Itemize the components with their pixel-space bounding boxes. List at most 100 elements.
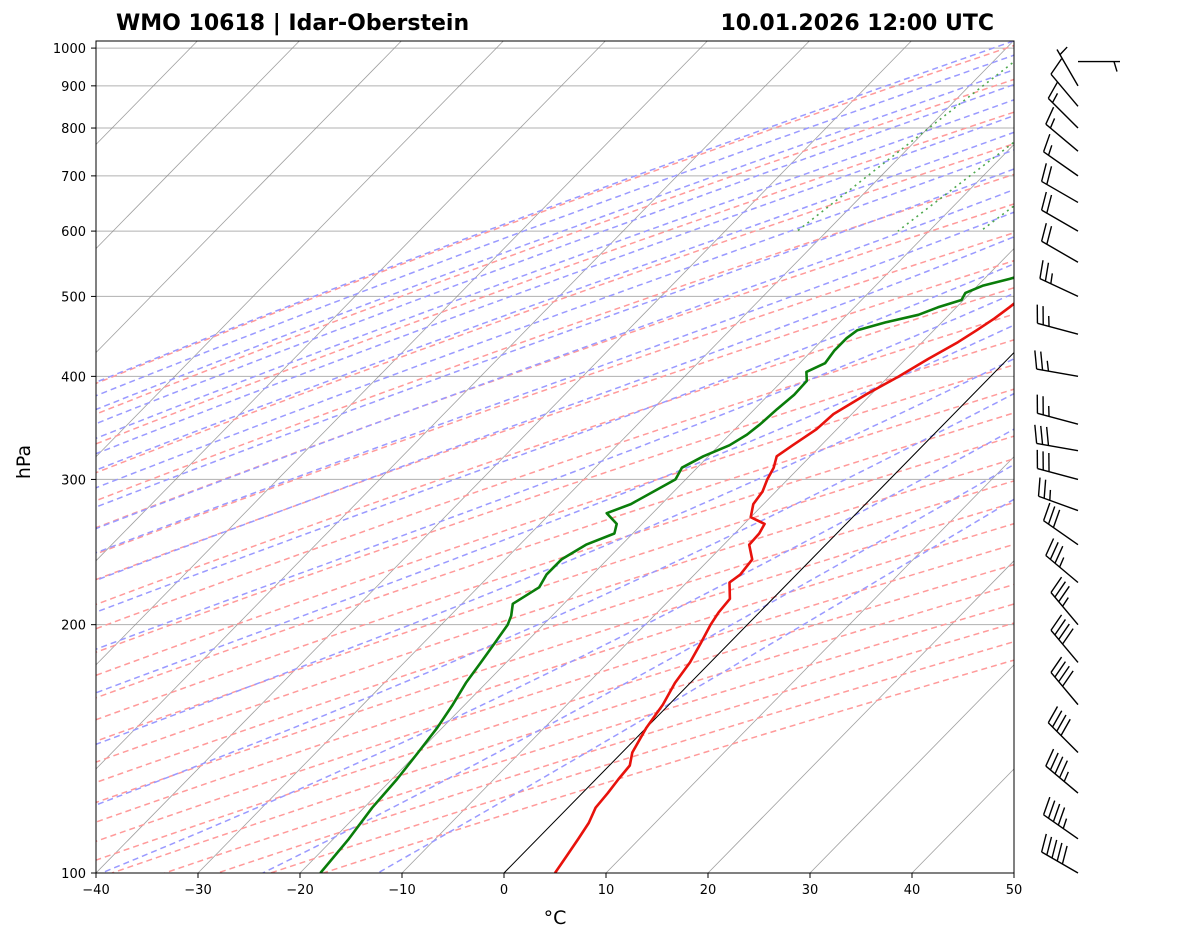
wind-barb-flag (1042, 133, 1051, 153)
wind-barb-shaft (1037, 322, 1079, 335)
wind-barb-flag (1052, 509, 1061, 528)
wind-barb (1036, 304, 1079, 335)
wind-barb-shaft (1056, 49, 1079, 87)
wind-barb-flag (1056, 714, 1067, 732)
isotherm-line (96, 41, 504, 458)
moist-adiabat-line (96, 357, 1014, 746)
wind-barb-shaft (1045, 123, 1079, 152)
wind-barb (1036, 394, 1079, 425)
wind-barb (1034, 350, 1079, 378)
wind-barb-shaft (1041, 851, 1079, 874)
wind-barb (1040, 833, 1079, 874)
isotherm-line (96, 41, 606, 562)
isotherm-line (96, 41, 300, 250)
wind-barb-flag (1045, 748, 1055, 767)
wind-barb-shaft (1038, 495, 1079, 512)
y-tick-label: 300 (61, 473, 86, 488)
wind-barb (1056, 46, 1079, 87)
y-tick-label: 1000 (53, 42, 86, 57)
wind-barb-flag (1047, 706, 1059, 724)
isotherm-line (197, 41, 1014, 873)
wind-barb-half-flag (1058, 557, 1065, 568)
wind-barb-shaft (1037, 412, 1079, 425)
wind-barb-flag (1040, 163, 1047, 182)
wind-barb-flag (1047, 81, 1059, 99)
wind-barb-flag (1050, 576, 1063, 593)
x-tick-label: −10 (388, 883, 415, 898)
wind-barb (1034, 424, 1079, 452)
wind-barb-flag (1058, 623, 1070, 640)
wind-barb-flag (1040, 351, 1044, 371)
dry-adiabat-line (96, 111, 1014, 445)
wind-barb-half-flag (1050, 273, 1054, 284)
dry-adiabats (96, 44, 1014, 873)
wind-barb (1039, 260, 1079, 298)
wind-barb-flag (1046, 166, 1053, 185)
wind-barb (1050, 58, 1079, 107)
y-axis-label: hPa (13, 445, 35, 479)
pressure-grid (96, 47, 1014, 873)
wind-barb-half-flag (1063, 771, 1069, 782)
wind-barb-flag (1037, 477, 1041, 497)
wind-barb-flag (1034, 424, 1038, 444)
wind-barb-half-flag (1049, 118, 1056, 129)
wind-barb-shaft (1043, 814, 1079, 840)
wind-barb-flag (1044, 262, 1050, 282)
wind-barb-flag (1057, 807, 1066, 826)
wind-barb-flag (1049, 542, 1059, 560)
wind-barb-shaft (1050, 592, 1079, 626)
wind-barb-shaft (1039, 278, 1079, 298)
wind-barb (1045, 748, 1079, 794)
dry-adiabat-line (96, 173, 1014, 502)
wind-barb-half-flag (1113, 61, 1118, 72)
plot-area (96, 41, 1014, 873)
wind-barb-flag (1046, 836, 1053, 856)
wind-barb-shaft (1050, 671, 1079, 706)
wind-barb-flag (1054, 619, 1067, 636)
moist-adiabat-line (96, 236, 1014, 582)
x-tick-label: 10 (598, 883, 615, 898)
dry-adiabat-line (96, 364, 1014, 677)
wind-barb-shaft (1045, 765, 1079, 794)
wind-barb-shaft (1047, 722, 1079, 753)
plot-frame (95, 40, 1015, 874)
temperature-profile-line (553, 302, 1014, 873)
wind-barb-flag (1047, 506, 1056, 525)
wind-barb-flag (1050, 58, 1063, 75)
x-tick-label: 0 (500, 883, 508, 898)
wind-barb-shaft (1041, 240, 1079, 263)
y-tick-label: 400 (61, 370, 86, 385)
moist-adiabat-line (96, 211, 1014, 554)
wind-barb-flag (1046, 226, 1053, 245)
wind-barb-shaft (1050, 629, 1079, 663)
wind-barb-flag (1058, 760, 1068, 778)
moist-adiabat-line (96, 54, 1014, 397)
wind-barb-half-flag (1049, 489, 1052, 501)
wind-barb-flag (1058, 585, 1070, 603)
wind-barb-flag (1061, 845, 1068, 865)
wind-barb-flag (1049, 752, 1059, 771)
x-tick-label: −20 (286, 883, 313, 898)
wind-barb (1050, 576, 1079, 626)
x-tick-label: 50 (1006, 883, 1023, 898)
isotherm-line (707, 560, 1014, 873)
wind-barb (1078, 60, 1120, 72)
wind-barb-flag (1054, 581, 1067, 598)
wind-barb-flag (1046, 194, 1053, 214)
wind-barb-flag (1040, 223, 1047, 242)
x-tick-label: −40 (82, 883, 109, 898)
moist-adiabat-line (96, 83, 1014, 425)
wind-barb (1042, 796, 1079, 840)
wind-barb-shaft (1043, 151, 1079, 177)
y-tick-label: 700 (61, 170, 86, 185)
x-tick-label: 30 (802, 883, 819, 898)
isotherm-line (299, 143, 1014, 873)
wind-barb (1040, 223, 1079, 263)
moist-adiabat-line (96, 188, 1014, 530)
wind-barb-half-flag (1061, 597, 1069, 607)
wind-barb-flag (1058, 665, 1070, 683)
wind-barb-flag (1054, 756, 1064, 775)
wind-barb (1042, 133, 1079, 177)
wind-barb-flag (1056, 842, 1063, 862)
